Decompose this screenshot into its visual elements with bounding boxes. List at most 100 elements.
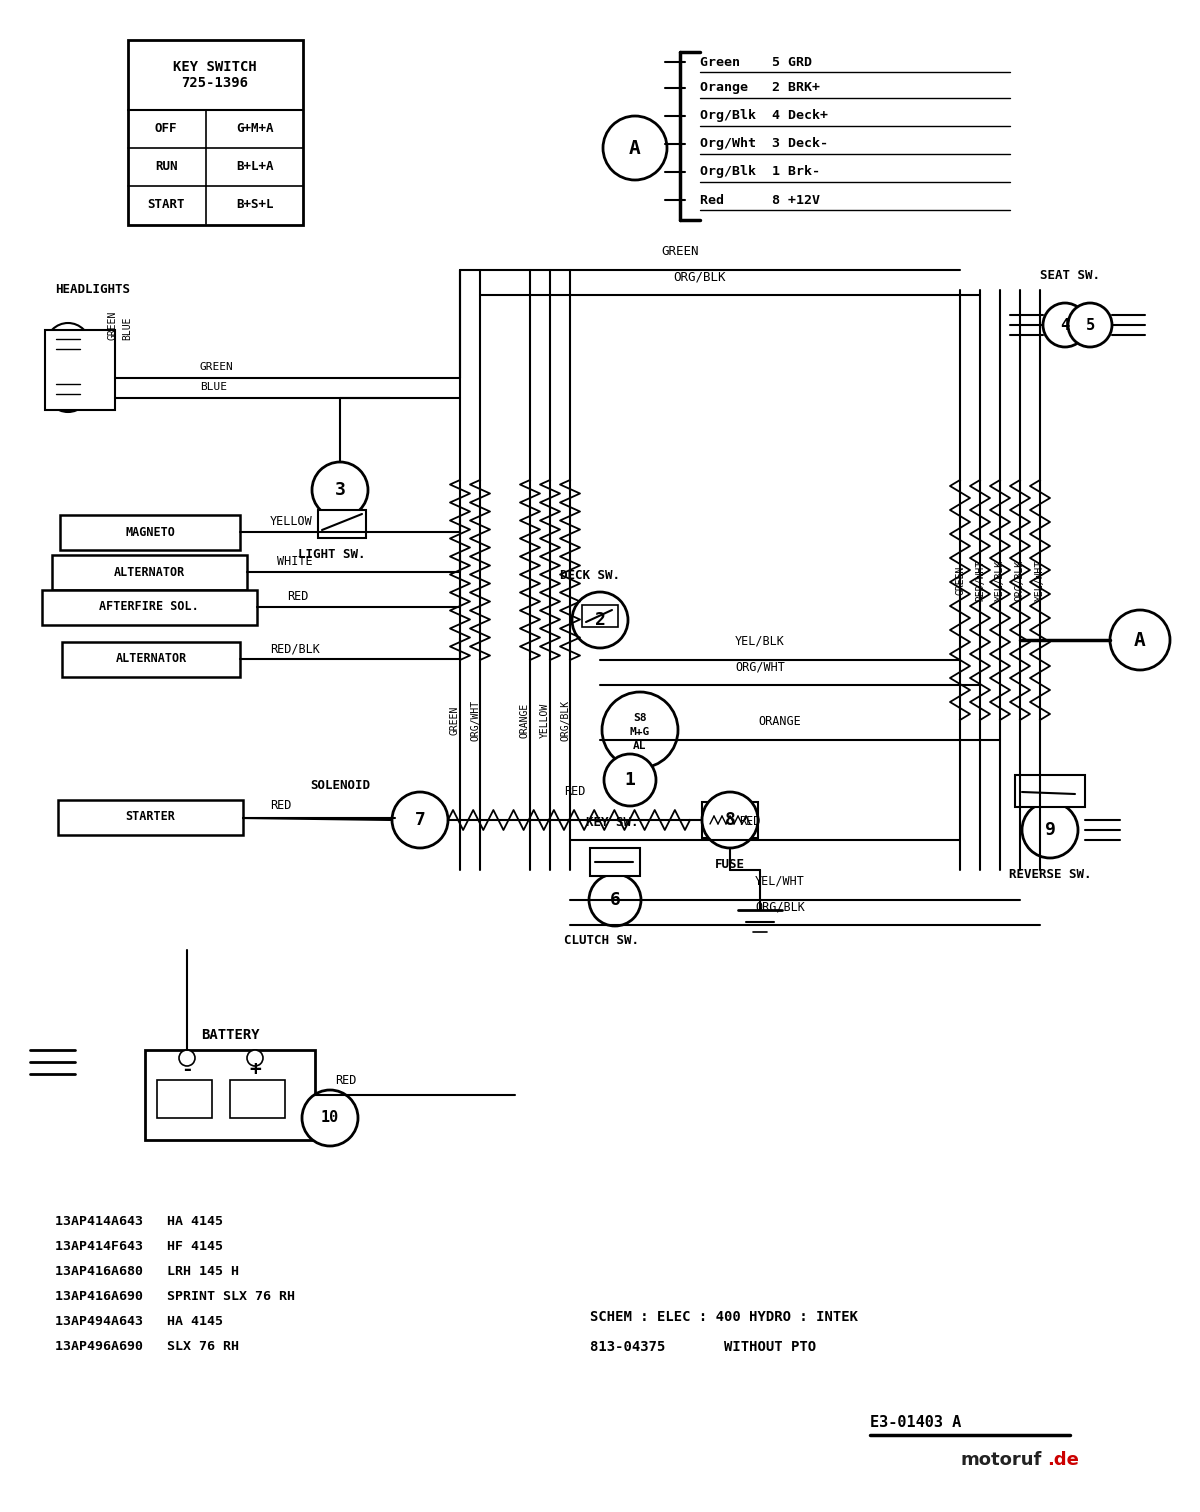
Text: YEL/BLK: YEL/BLK: [995, 559, 1006, 600]
Text: START: START: [148, 198, 185, 212]
Bar: [1015, 776, 1085, 807]
Text: ORG/BLK: ORG/BLK: [1015, 559, 1025, 600]
Text: 7: 7: [414, 810, 426, 829]
Text: CLUTCH SW.: CLUTCH SW.: [564, 934, 638, 947]
Text: GREEN: GREEN: [450, 705, 460, 735]
Text: 10: 10: [320, 1110, 340, 1125]
Text: 13AP414F643   HF 4145: 13AP414F643 HF 4145: [55, 1240, 223, 1253]
Text: -: -: [181, 1060, 193, 1080]
Text: ALTERNATOR: ALTERNATOR: [115, 653, 187, 665]
Circle shape: [1110, 609, 1170, 670]
Bar: [58, 800, 242, 835]
Text: Orange   2 BRK+: Orange 2 BRK+: [700, 82, 820, 94]
Bar: [46, 330, 115, 410]
Text: STARTER: STARTER: [125, 810, 175, 824]
Text: RUN: RUN: [155, 160, 178, 174]
Text: BLUE: BLUE: [200, 383, 227, 392]
Text: FUSE: FUSE: [715, 857, 745, 871]
Text: ORG/WHT: ORG/WHT: [736, 661, 785, 673]
Text: 13AP416A690   SPRINT SLX 76 RH: 13AP416A690 SPRINT SLX 76 RH: [55, 1290, 295, 1303]
Text: GREEN: GREEN: [661, 245, 698, 259]
Text: MAGNETO: MAGNETO: [125, 526, 175, 538]
Bar: [590, 848, 640, 875]
Text: B+L+A: B+L+A: [236, 160, 274, 174]
Circle shape: [302, 1090, 358, 1146]
Text: 13AP414A643   HA 4145: 13AP414A643 HA 4145: [55, 1216, 223, 1228]
Text: RED: RED: [564, 785, 586, 798]
Text: YEL/WHT: YEL/WHT: [1034, 559, 1045, 600]
Text: RED: RED: [287, 590, 308, 603]
Bar: [62, 643, 240, 677]
Text: Green    5 GRD: Green 5 GRD: [700, 56, 812, 68]
Text: +: +: [250, 1060, 260, 1080]
Text: KEY SWITCH
725-1396: KEY SWITCH 725-1396: [173, 60, 257, 91]
Text: KEY SW.: KEY SW.: [586, 816, 638, 829]
Text: G+M+A: G+M+A: [236, 122, 274, 136]
Circle shape: [46, 367, 90, 411]
Text: ORANGE: ORANGE: [758, 715, 802, 727]
Text: ORANGE: ORANGE: [520, 703, 530, 738]
Text: RED: RED: [335, 1074, 356, 1087]
Text: SCHEM : ELEC : 400 HYDRO : INTEK: SCHEM : ELEC : 400 HYDRO : INTEK: [590, 1309, 858, 1325]
Text: 5: 5: [1086, 318, 1094, 333]
Text: M+G: M+G: [630, 727, 650, 736]
Bar: [128, 39, 302, 225]
Text: motoruf: motoruf: [960, 1452, 1042, 1470]
Text: 813-04375       WITHOUT PTO: 813-04375 WITHOUT PTO: [590, 1340, 816, 1355]
Text: 13AP496A690   SLX 76 RH: 13AP496A690 SLX 76 RH: [55, 1340, 239, 1353]
Circle shape: [1022, 801, 1078, 857]
Text: 13AP494A643   HA 4145: 13AP494A643 HA 4145: [55, 1315, 223, 1328]
Circle shape: [1043, 302, 1087, 346]
Bar: [157, 1080, 212, 1117]
Text: 9: 9: [1044, 821, 1056, 839]
Circle shape: [392, 792, 448, 848]
Bar: [702, 801, 758, 838]
Text: LIGHT SW.: LIGHT SW.: [299, 547, 366, 561]
Text: A: A: [629, 139, 641, 157]
Text: .de: .de: [1046, 1452, 1079, 1470]
Text: 4: 4: [1061, 318, 1069, 333]
Circle shape: [572, 593, 628, 649]
Text: 1: 1: [624, 771, 636, 789]
Text: B+S+L: B+S+L: [236, 198, 274, 212]
Circle shape: [247, 1049, 263, 1066]
Text: 6: 6: [610, 891, 620, 909]
Text: 8: 8: [725, 810, 736, 829]
Bar: [145, 1049, 314, 1140]
Circle shape: [86, 342, 94, 349]
Text: YEL/BLK: YEL/BLK: [736, 635, 785, 649]
Circle shape: [312, 463, 368, 519]
Text: ORG/BLK: ORG/BLK: [560, 700, 570, 741]
Text: 2: 2: [594, 611, 606, 629]
Text: SEAT SW.: SEAT SW.: [1040, 269, 1100, 283]
Text: RED: RED: [270, 798, 292, 812]
Text: 3: 3: [335, 481, 346, 499]
Bar: [230, 1080, 286, 1117]
Text: OFF: OFF: [155, 122, 178, 136]
Text: RED/BLK: RED/BLK: [270, 643, 320, 655]
Text: Org/Wht  3 Deck-: Org/Wht 3 Deck-: [700, 138, 828, 151]
Text: RED: RED: [739, 815, 761, 829]
Bar: [582, 605, 618, 627]
Bar: [60, 516, 240, 550]
Text: AFTERFIRE SOL.: AFTERFIRE SOL.: [100, 600, 199, 614]
Text: Org/Blk  4 Deck+: Org/Blk 4 Deck+: [700, 109, 828, 122]
Circle shape: [46, 324, 90, 367]
Text: WHITE: WHITE: [277, 555, 313, 569]
Text: REVERSE SW.: REVERSE SW.: [1009, 868, 1091, 881]
Text: Org/Blk  1 Brk-: Org/Blk 1 Brk-: [700, 165, 820, 178]
Text: GREEN: GREEN: [200, 361, 234, 372]
Circle shape: [702, 792, 758, 848]
Text: RED/WHT: RED/WHT: [974, 559, 985, 600]
Text: ORG/BLK: ORG/BLK: [673, 271, 726, 283]
Text: S8: S8: [634, 714, 647, 723]
Circle shape: [602, 692, 678, 768]
Text: DECK SW.: DECK SW.: [560, 569, 620, 582]
Circle shape: [86, 386, 94, 395]
Text: Red      8 +12V: Red 8 +12V: [700, 194, 820, 207]
Text: GREEN: GREEN: [955, 565, 965, 594]
Text: E3-01403 A: E3-01403 A: [870, 1415, 961, 1430]
Text: ORG/BLK: ORG/BLK: [755, 900, 805, 913]
Circle shape: [179, 1049, 194, 1066]
Text: YEL/WHT: YEL/WHT: [755, 875, 805, 888]
